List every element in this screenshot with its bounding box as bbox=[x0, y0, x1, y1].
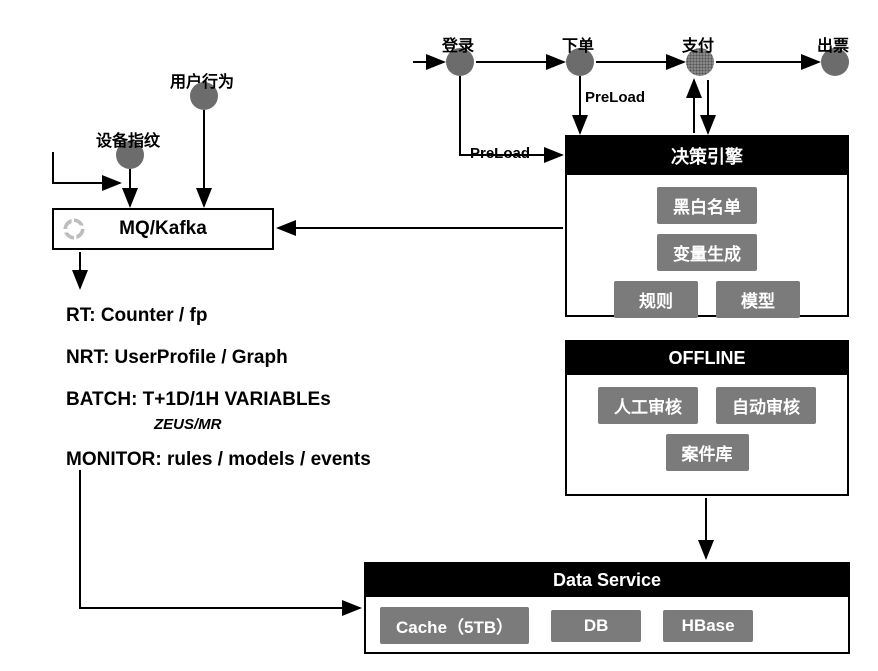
recycle-icon bbox=[60, 215, 88, 243]
text-rt: RT: Counter / fp bbox=[66, 305, 207, 327]
edge-label-preload-login: PreLoad bbox=[470, 145, 530, 162]
chip-model: 模型 bbox=[716, 281, 800, 318]
node-behavior-label: 用户行为 bbox=[170, 68, 234, 92]
chip-auto-review: 自动审核 bbox=[716, 387, 816, 424]
panel-data-service-title: Data Service bbox=[366, 564, 848, 597]
chip-db: DB bbox=[551, 610, 641, 642]
chip-hbase: HBase bbox=[663, 610, 753, 642]
chip-blackwhite: 黑白名单 bbox=[657, 187, 757, 224]
node-order-label: 下单 bbox=[562, 32, 594, 56]
panel-decision-engine: 决策引擎 黑白名单 变量生成 规则 模型 bbox=[565, 135, 849, 317]
edge-label-preload-order: PreLoad bbox=[585, 89, 645, 106]
node-device-label: 设备指纹 bbox=[96, 127, 160, 151]
text-monitor: MONITOR: rules / models / events bbox=[66, 449, 371, 471]
text-batch: BATCH: T+1D/1H VARIABLEs bbox=[66, 389, 331, 411]
chip-manual-review: 人工审核 bbox=[598, 387, 698, 424]
chip-vargen: 变量生成 bbox=[657, 234, 757, 271]
node-login-label: 登录 bbox=[442, 32, 474, 56]
chip-cache: Cache（5TB） bbox=[380, 607, 529, 644]
panel-decision-engine-title: 决策引擎 bbox=[567, 137, 847, 175]
panel-offline-title: OFFLINE bbox=[567, 342, 847, 375]
chip-case-db: 案件库 bbox=[666, 434, 749, 471]
panel-data-service: Data Service Cache（5TB） DB HBase bbox=[364, 562, 850, 654]
text-zeus: ZEUS/MR bbox=[154, 416, 222, 433]
panel-offline: OFFLINE 人工审核 自动审核 案件库 bbox=[565, 340, 849, 496]
node-ticket-label: 出票 bbox=[817, 32, 849, 56]
mq-kafka-label: MQ/Kafka bbox=[119, 218, 207, 240]
chip-rules: 规则 bbox=[614, 281, 698, 318]
text-nrt: NRT: UserProfile / Graph bbox=[66, 347, 288, 369]
node-pay-label: 支付 bbox=[682, 32, 714, 56]
